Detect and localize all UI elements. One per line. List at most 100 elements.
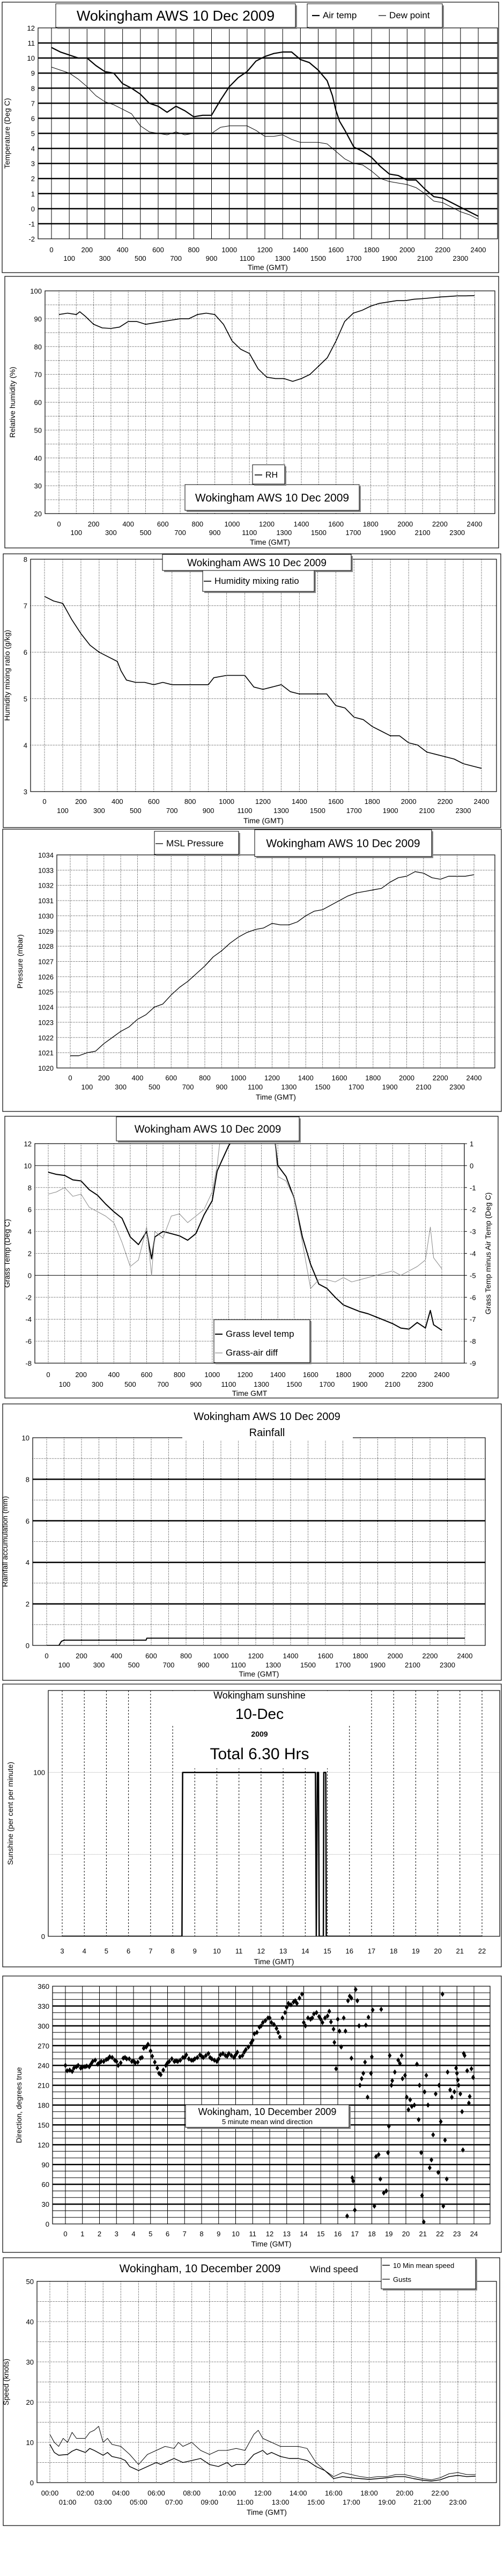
- x-tick-label: 06:00: [147, 2489, 165, 2497]
- x-tick-label: 400: [108, 1371, 120, 1379]
- grid: [33, 1438, 485, 1645]
- x-tick-label: 14:00: [290, 2489, 307, 2497]
- y-tick-label: 40: [34, 454, 42, 462]
- x-tick-label: 1800: [365, 1074, 381, 1082]
- x-tick-label: 700: [170, 254, 182, 262]
- legend-label: Grass level temp: [226, 1329, 294, 1339]
- x-tick-label: 1200: [257, 246, 273, 254]
- legend-box: [154, 831, 239, 855]
- series-layer: [49, 2426, 476, 2482]
- x-tick-label: 00:00: [41, 2489, 59, 2497]
- title-backdrop: [174, 1691, 346, 1768]
- data-point-marker: [417, 2082, 421, 2088]
- y-tick-label: 20: [26, 2398, 34, 2406]
- y-tick-label: 4: [26, 1558, 29, 1567]
- y-axis-label: Humidity mixing ratio (g/kg): [3, 630, 11, 721]
- data-point-marker: [76, 2062, 80, 2068]
- x-tick-label: 1900: [383, 807, 398, 815]
- data-point-marker: [318, 2016, 323, 2022]
- x-axis-label: Time (GMT): [256, 1093, 296, 1101]
- x-tick-label: 2200: [438, 797, 453, 806]
- data-point-marker: [246, 2044, 250, 2050]
- x-tick-label: 09:00: [201, 2498, 218, 2506]
- data-point-marker: [65, 2068, 69, 2074]
- series-line-1: [58, 295, 475, 382]
- x-tick-label: 400: [117, 246, 129, 254]
- series-line-1: [49, 2444, 476, 2482]
- x-tick-label: 0: [63, 2230, 67, 2238]
- y-tick-label: 12: [24, 1140, 32, 1148]
- x-tick-label: 1300: [254, 1380, 269, 1388]
- legend-label: Humidity mixing ratio: [214, 576, 299, 586]
- x-axis-label: Time (GMT): [250, 538, 290, 546]
- y-axis-label: Grass Temp (Deg C): [3, 1219, 11, 1287]
- x-tick-label: 16:00: [325, 2489, 343, 2497]
- data-point-marker: [310, 2015, 314, 2021]
- y-tick-label: 1: [31, 190, 35, 198]
- data-point-marker: [458, 2091, 463, 2097]
- data-point-marker: [268, 2015, 272, 2021]
- x-tick-label: 2200: [423, 1652, 438, 1660]
- plot-border: [45, 290, 495, 514]
- y-tick-label: 1029: [38, 927, 54, 935]
- x-tick-label: 21: [419, 2230, 427, 2238]
- data-point-marker: [153, 2059, 157, 2065]
- x-tick-label: 500: [124, 1380, 136, 1388]
- data-point-marker: [300, 1991, 304, 1997]
- data-point-marker: [466, 2100, 471, 2106]
- x-tick-label: 12:00: [254, 2489, 272, 2497]
- x-tick-label: 0: [45, 1652, 48, 1660]
- x-tick-label: 18: [368, 2230, 375, 2238]
- x-tick-label: 14: [300, 2230, 307, 2238]
- chart-subtitle: 10-Dec: [235, 1706, 284, 1722]
- data-point-marker: [283, 2010, 287, 2016]
- x-tick-label: 700: [166, 807, 178, 815]
- x-tick-label: 300: [93, 807, 105, 815]
- x-tick-label: 1000: [231, 1074, 246, 1082]
- x-tick-label: 1700: [349, 1083, 364, 1091]
- data-point-marker: [456, 2082, 461, 2088]
- chart-title: Wokingham AWS 10 Dec 2009: [187, 558, 327, 569]
- x-tick-label: 2100: [416, 1083, 431, 1091]
- data-point-marker: [382, 2190, 386, 2196]
- x-tick-label: 1600: [318, 1652, 333, 1660]
- x-axis-label: Time (GMT): [254, 1957, 294, 1966]
- x-tick-label: 500: [135, 254, 146, 262]
- legend-label: 10 Min mean speed: [393, 2262, 454, 2270]
- x-tick-label: 1700: [346, 807, 362, 815]
- y-tick-label: 50: [26, 2278, 34, 2286]
- series-line-2: [48, 1144, 442, 1289]
- series-layer: [63, 1987, 475, 2224]
- x-tick-label: 4: [131, 2230, 135, 2238]
- x-tick-label: 2000: [399, 1074, 414, 1082]
- y-tick-label: 5: [31, 130, 35, 138]
- x-tick-label: 1500: [300, 1661, 316, 1669]
- y-tick-label: 30: [26, 2358, 34, 2366]
- x-tick-label: 2000: [388, 1652, 403, 1660]
- data-point-marker: [406, 2107, 411, 2113]
- x-tick-label: 1600: [328, 246, 344, 254]
- data-point-marker: [450, 2094, 454, 2100]
- y-tick-label: 9: [31, 69, 35, 77]
- y-axis-label: Relative humidity (%): [8, 367, 17, 437]
- chart-panel-5: -8 -6 -4 -2 0 2 4 6 8 10 12 -9 -8 -7 -6 -5 -4 -3 -2 -1 0 1 Gra…: [3, 1116, 499, 1399]
- data-point-marker: [461, 2147, 465, 2153]
- data-point-marker: [206, 2051, 211, 2057]
- y-tick-label: 10: [24, 1162, 32, 1170]
- x-tick-label: 2300: [453, 254, 468, 262]
- data-point-marker: [436, 2170, 440, 2176]
- data-point-marker: [386, 2150, 390, 2156]
- series-layer: [58, 295, 475, 382]
- data-point-marker: [169, 2056, 174, 2062]
- x-tick-label: 1500: [311, 529, 327, 537]
- y-tick-label: 40: [26, 2318, 34, 2326]
- chart-subtitle: Wind speed: [310, 2264, 358, 2274]
- x-tick-label: 15: [323, 1947, 331, 1955]
- x-tick-label: 1200: [238, 1371, 253, 1379]
- y-tick-label: 30: [42, 2200, 49, 2208]
- x-tick-label: 0: [46, 1371, 50, 1379]
- data-point-marker: [357, 2023, 361, 2029]
- y2-tick-label: -4: [470, 1250, 476, 1258]
- data-point-marker: [339, 2044, 343, 2050]
